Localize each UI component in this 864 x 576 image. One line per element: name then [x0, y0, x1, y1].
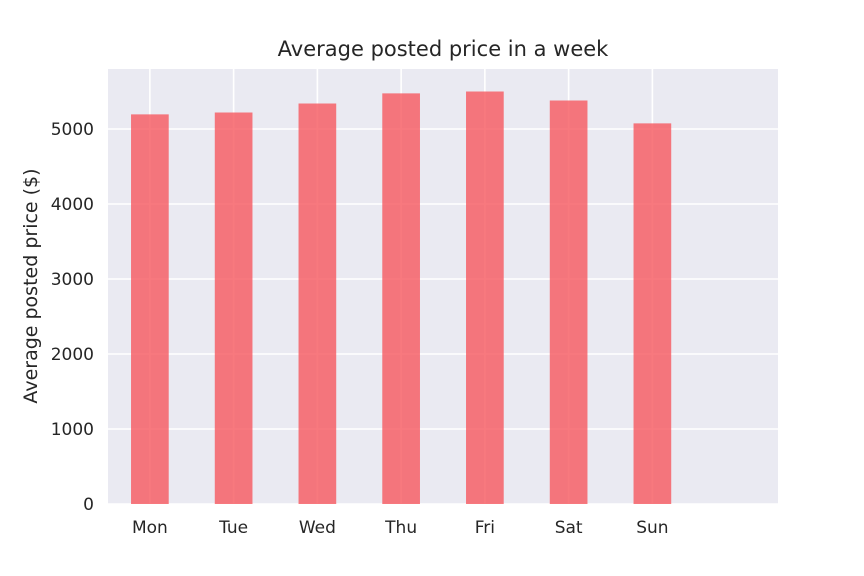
x-tick-label-sat: Sat — [555, 518, 583, 538]
bar-tue — [214, 112, 253, 504]
bar-thu — [382, 93, 420, 504]
bars — [131, 91, 672, 504]
x-tick-label-fri: Fri — [475, 518, 495, 538]
x-tick-label-thu: Thu — [384, 518, 417, 538]
plot-area — [108, 69, 778, 504]
bar-fri — [466, 91, 504, 504]
y-tick-label: 1000 — [51, 420, 94, 440]
bar-wed — [298, 103, 337, 504]
x-tick-labels: Mon Tue Wed Thu Fri Sat Sun — [132, 518, 669, 538]
chart-title: Average posted price in a week — [278, 37, 610, 61]
y-axis-label: Average posted price ($) — [20, 168, 42, 403]
bar-mon — [131, 114, 169, 504]
y-tick-label: 5000 — [51, 120, 94, 140]
x-tick-label-wed: Wed — [299, 518, 336, 538]
y-tick-label: 4000 — [51, 195, 94, 215]
y-tick-label: 2000 — [51, 345, 94, 365]
x-tick-label-mon: Mon — [132, 518, 168, 538]
x-tick-label-sun: Sun — [636, 518, 668, 538]
y-tick-label: 0 — [83, 495, 94, 515]
bar-sun — [633, 123, 672, 504]
x-tick-label-tue: Tue — [218, 518, 248, 538]
bar-sat — [549, 100, 588, 504]
y-tick-label: 3000 — [51, 270, 94, 290]
y-tick-labels: 0 1000 2000 3000 4000 5000 — [51, 120, 94, 515]
